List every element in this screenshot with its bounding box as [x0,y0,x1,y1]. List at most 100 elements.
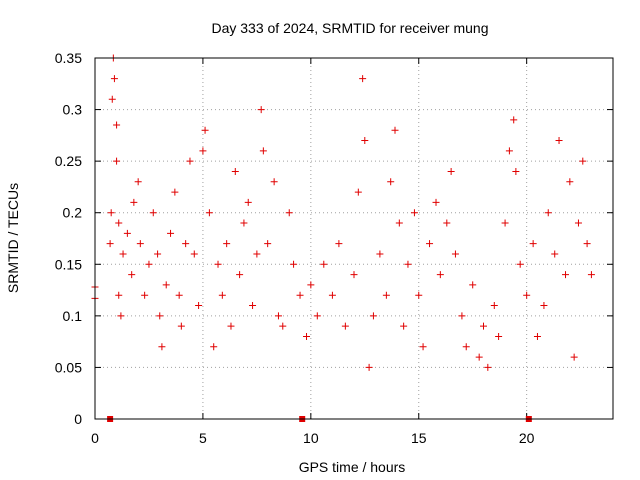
data-point [171,188,179,196]
data-point [328,291,336,299]
data-point [218,291,226,299]
data-point [458,312,466,320]
data-point [529,240,537,248]
data-point [583,240,591,248]
data-point [391,126,399,134]
data-point [290,260,298,268]
data-point [484,363,492,371]
data-point [307,281,315,289]
data-point [223,240,231,248]
data-point [426,240,434,248]
data-point [387,178,395,186]
plot-frame [94,57,614,420]
data-point [279,322,287,330]
data-point [201,126,209,134]
data-point [259,147,267,155]
data-point [156,312,164,320]
data-point [257,106,265,114]
x-tick-label: 5 [199,430,207,446]
x-axis-label: GPS time / hours [299,459,406,475]
data-point [469,281,477,289]
data-point [113,157,121,165]
data-point [113,121,121,129]
data-point [432,198,440,206]
data-point [365,363,373,371]
data-point [182,240,190,248]
data-point [231,167,239,175]
data-point [443,219,451,227]
data-point [501,219,509,227]
data-point [551,250,559,258]
data-point [462,343,470,351]
data-point [335,240,343,248]
data-point [510,116,518,124]
data-point [134,178,142,186]
data-point [303,332,311,340]
x-axis-ticks: 0 5 10 15 20 [91,58,535,446]
data-point [361,137,369,145]
data-point [110,75,118,83]
data-point [106,240,114,248]
data-point [587,271,595,279]
data-point [544,209,552,217]
chart-title: Day 333 of 2024, SRMTID for receiver mun… [211,20,488,36]
data-point [341,322,349,330]
data-point [296,291,304,299]
data-point [313,312,321,320]
y-tick-label: 0.2 [63,205,83,221]
data-point [400,322,408,330]
data-point [186,157,194,165]
data-point [419,343,427,351]
data-point [533,332,541,340]
data-point [436,271,444,279]
data-point [136,240,144,248]
data-point [451,250,459,258]
x-tick-label: 15 [411,430,427,446]
data-point [382,291,390,299]
data-point [158,343,166,351]
y-tick-label: 0.15 [55,256,82,272]
y-tick-label: 0.1 [63,308,83,324]
x-tick-label: 10 [303,430,319,446]
data-point [149,209,157,217]
x-tick-label: 0 [91,430,99,446]
data-point [516,260,524,268]
data-point [285,209,293,217]
data-point [404,260,412,268]
data-point [253,250,261,258]
data-point [495,332,503,340]
data-point [376,250,384,258]
data-point [240,219,248,227]
data-point [123,229,131,237]
data-point [540,302,548,310]
data-point [555,137,563,145]
y-axis-label: SRMTID / TECUs [5,183,21,293]
data-point [199,147,207,155]
data-point [154,250,162,258]
data-point [195,302,203,310]
data-point [447,167,455,175]
data-point [249,302,257,310]
data-point [566,178,574,186]
data-point [395,219,403,227]
data-point [523,291,531,299]
data-point [175,291,183,299]
data-point [141,291,149,299]
y-axis-ticks: 0 0.05 0.1 0.15 0.2 0.25 0.3 0.35 [55,50,613,427]
data-point [512,167,520,175]
data-point [119,250,127,258]
data-point [205,209,213,217]
data-point [264,240,272,248]
data-point [270,178,278,186]
gridlines [95,58,613,419]
data-point [490,302,498,310]
y-tick-label: 0 [74,411,82,427]
data-point [415,291,423,299]
data-point [162,281,170,289]
y-tick-label: 0.25 [55,153,82,169]
data-point [505,147,513,155]
data-point [320,260,328,268]
data-points [91,54,595,371]
y-tick-label: 0.35 [55,50,82,66]
data-point [210,343,218,351]
